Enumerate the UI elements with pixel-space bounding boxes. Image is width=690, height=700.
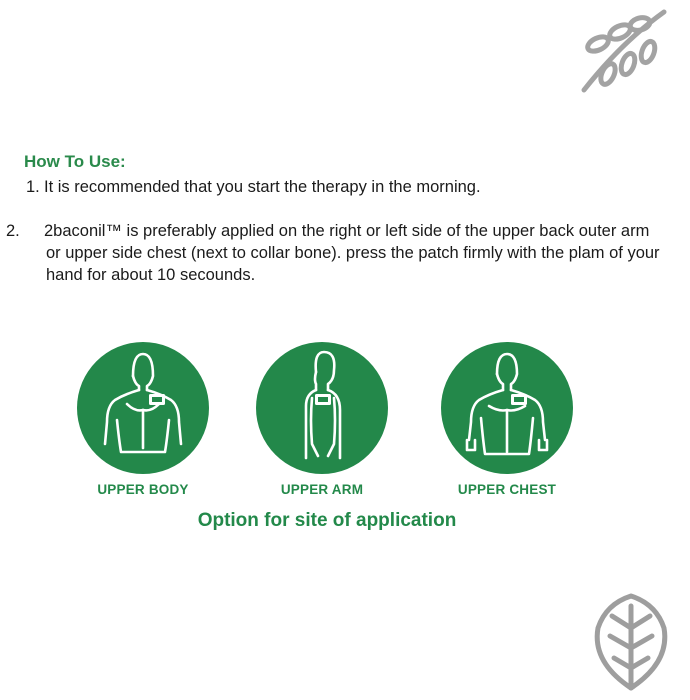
how-to-use-title: How To Use: bbox=[24, 152, 126, 171]
step-1: 1. It is recommended that you start the t… bbox=[26, 176, 626, 198]
site-label-upper-chest: UPPER CHEST bbox=[457, 482, 557, 497]
application-sites: UPPER BODY UPPER ARM bbox=[0, 340, 690, 510]
site-upper-chest: UPPER CHEST bbox=[432, 340, 582, 497]
site-label-upper-arm: UPPER ARM bbox=[280, 482, 364, 497]
site-upper-arm: UPPER ARM bbox=[247, 340, 397, 497]
step-1-number: 1. bbox=[26, 178, 40, 196]
step-2-number: 2. bbox=[6, 222, 20, 240]
application-site-caption: Option for site of application bbox=[197, 510, 457, 531]
upper-arm-side-figure-icon bbox=[256, 342, 388, 474]
leaf-branch-icon bbox=[581, 9, 667, 93]
step-2: 2. 2baconil™ is preferably applied on the… bbox=[6, 220, 666, 286]
site-label-upper-body: UPPER BODY bbox=[97, 482, 189, 497]
leaf-outline-icon bbox=[594, 593, 668, 691]
upper-back-figure-icon bbox=[77, 342, 209, 474]
step-1-text: It is recommended that you start the the… bbox=[44, 178, 481, 196]
step-2-text: 2baconil™ is preferably applied on the r… bbox=[44, 222, 660, 284]
upper-chest-figure-icon bbox=[441, 342, 573, 474]
site-upper-body: UPPER BODY bbox=[68, 340, 218, 497]
